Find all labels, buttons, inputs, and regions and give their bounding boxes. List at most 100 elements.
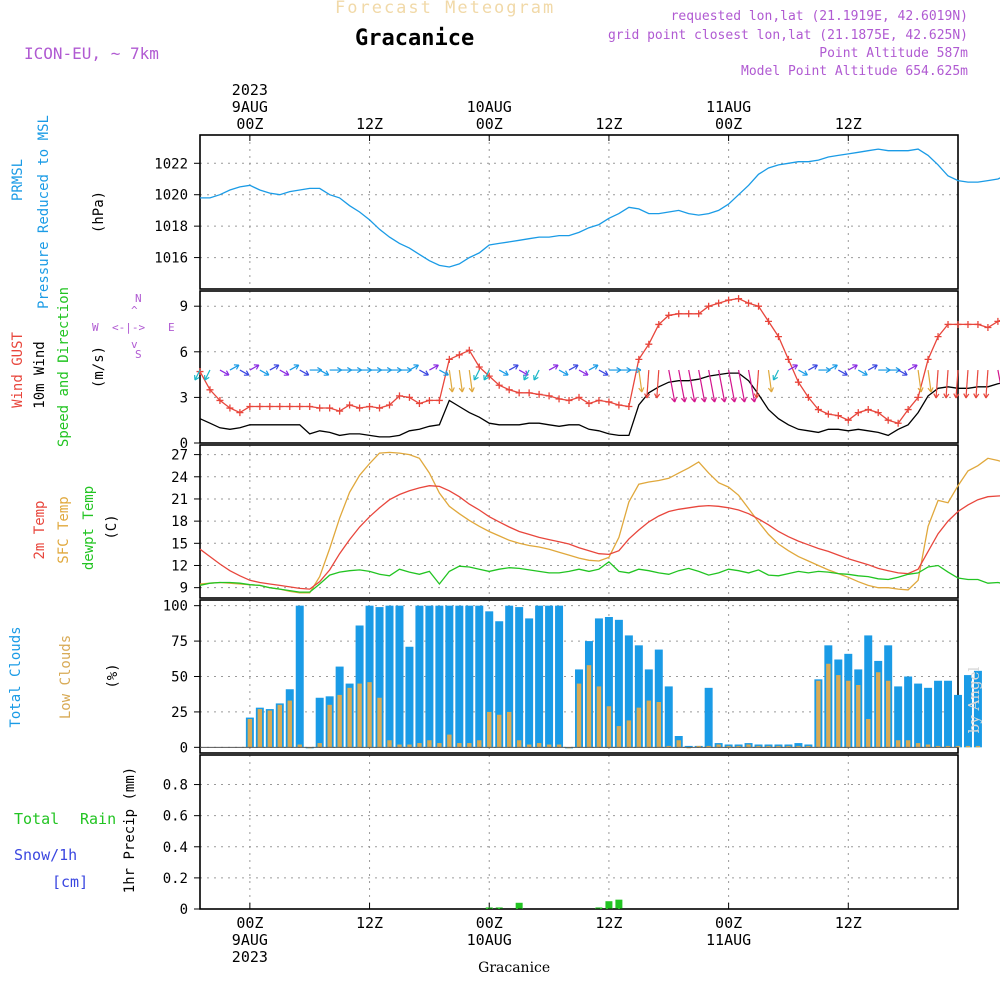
gridpoint-coords: grid point closest lon,lat (21.1875E, 42… bbox=[607, 28, 968, 43]
wind-gust-line-point bbox=[276, 403, 284, 411]
total-cloud-bar bbox=[774, 744, 783, 748]
signature-watermark: by Angel bbox=[965, 666, 983, 733]
top-time-label: 00Z bbox=[476, 115, 503, 133]
wind-gust-line-point bbox=[794, 378, 802, 386]
sfc-temp-line bbox=[199, 451, 1000, 594]
wind-gust-line-point bbox=[735, 295, 743, 303]
wind-arrow-head bbox=[223, 370, 230, 376]
total-cloud-bar bbox=[764, 744, 773, 748]
wind-arrow bbox=[299, 369, 310, 376]
total-cloud-bar bbox=[754, 744, 763, 748]
precip-ytick-label: 0.4 bbox=[163, 840, 188, 856]
wind-arrow bbox=[838, 369, 848, 376]
total-cloud-bar bbox=[963, 675, 972, 748]
low-cloud-bar bbox=[945, 745, 951, 748]
wind-gust-line-point bbox=[316, 404, 324, 412]
top-time-label: 2023 bbox=[232, 81, 268, 99]
wind-arrow-head bbox=[767, 387, 775, 393]
total-cloud-bar bbox=[485, 611, 494, 748]
wind-arrow bbox=[419, 369, 429, 376]
wind-gust-line-point bbox=[535, 390, 543, 398]
compass-arrows: <-|-> bbox=[112, 321, 145, 334]
low-cloud-bar bbox=[367, 682, 372, 748]
wind-gust-line-point bbox=[565, 396, 573, 404]
wind-arrow bbox=[508, 364, 519, 371]
low-cloud-bar bbox=[516, 740, 522, 748]
wind-arrow-head bbox=[563, 370, 569, 376]
total-cloud-bar bbox=[295, 605, 304, 748]
total-cloud-bar bbox=[594, 618, 603, 748]
top-time-label: 12Z bbox=[835, 115, 862, 133]
low-cloud-bar bbox=[716, 744, 721, 748]
wind-gust-line-point bbox=[445, 355, 453, 363]
total-cloud-bar bbox=[385, 605, 394, 748]
top-time-label: 10AUG bbox=[467, 98, 512, 116]
precip-ytick-label: 0.6 bbox=[163, 809, 188, 825]
low-cloud-bar bbox=[606, 706, 612, 748]
wind-arrow-head bbox=[740, 397, 747, 403]
wind-arrow bbox=[483, 369, 490, 381]
wind-gust-line-point bbox=[605, 398, 613, 406]
wind-arrow-head bbox=[293, 364, 300, 370]
wind-gust-line-point bbox=[924, 355, 932, 363]
wind-arrow bbox=[945, 369, 949, 399]
wind-gust-line-point bbox=[455, 351, 463, 359]
wind-arrow bbox=[588, 364, 599, 371]
wind-arrow-head bbox=[912, 364, 918, 370]
wind-arrow bbox=[897, 369, 908, 376]
low-cloud-bar bbox=[536, 743, 542, 748]
wind-arrow-head bbox=[943, 393, 950, 399]
prmsl-side-label: PRMSL bbox=[10, 159, 26, 201]
low-cloud-bar bbox=[387, 740, 392, 748]
total-cloud-bar bbox=[465, 605, 474, 748]
low-cloud-bar bbox=[287, 700, 292, 748]
wind-arrow-head bbox=[194, 375, 200, 381]
wind-gust-line-point bbox=[326, 404, 334, 412]
wind-arrow-head bbox=[927, 387, 934, 393]
wind-gust-line-point bbox=[914, 393, 922, 401]
wind-arrow bbox=[728, 369, 736, 403]
wind-arrow-head bbox=[448, 387, 455, 393]
wind-arrow bbox=[755, 369, 760, 399]
wind-gust-line-point bbox=[964, 320, 972, 328]
rain-bar bbox=[615, 899, 623, 909]
low-cloud-bar bbox=[776, 745, 781, 748]
low-cloud-bar bbox=[347, 687, 352, 748]
wind-gust-line-point bbox=[555, 395, 563, 403]
wind-gust-line-point bbox=[725, 296, 733, 304]
wind-ytick-label: 0 bbox=[180, 436, 188, 452]
rain-bar bbox=[605, 901, 613, 909]
wind-arrow bbox=[798, 369, 808, 376]
wind-gust-line-point bbox=[755, 302, 763, 310]
total-cloud-bar bbox=[624, 635, 633, 748]
wind-gust-line-point bbox=[286, 403, 294, 411]
wind-gust-line-point bbox=[824, 410, 832, 418]
rain-bar bbox=[495, 907, 503, 909]
wind-gust-line-point bbox=[994, 317, 1000, 325]
low-cloud-bar bbox=[497, 714, 502, 748]
wind-arrow-head bbox=[772, 375, 779, 381]
wind-gust-line-point bbox=[206, 386, 214, 394]
bottom-time-label: 00Z bbox=[476, 914, 503, 932]
bottom-time-label: 2023 bbox=[232, 948, 268, 966]
wind-arrow bbox=[259, 369, 270, 376]
wind-arrow-head bbox=[680, 397, 688, 403]
wind-gust-line-point bbox=[874, 409, 882, 417]
low-cloud-bar bbox=[317, 743, 322, 748]
total-cloud-bar bbox=[555, 605, 564, 748]
wind-arrow-head bbox=[303, 370, 310, 376]
low-cloud-bar bbox=[576, 683, 582, 748]
wind-arrow-head bbox=[582, 370, 589, 376]
compass-down-arrow: v bbox=[131, 338, 138, 351]
low-cloud-bar bbox=[297, 744, 302, 748]
bottom-time-label: 9AUG bbox=[232, 931, 268, 949]
low-cloud-bar bbox=[427, 740, 432, 748]
wind-gust-line-point bbox=[844, 416, 852, 424]
rain-bar bbox=[485, 907, 493, 909]
wind-arrow bbox=[668, 369, 676, 403]
pressure-frame bbox=[199, 134, 959, 290]
clouds-unit-label: (%) bbox=[105, 663, 121, 688]
wind-arrow bbox=[473, 369, 480, 381]
low-cloud-bar bbox=[626, 720, 632, 748]
